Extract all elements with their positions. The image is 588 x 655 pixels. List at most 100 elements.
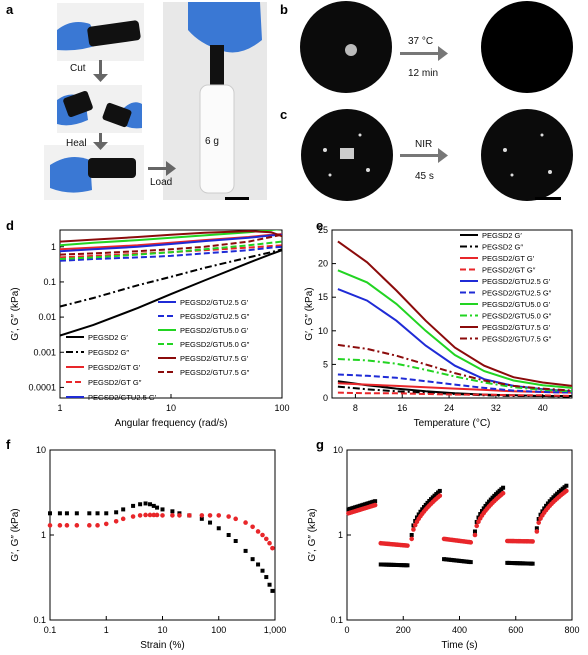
label-cut: Cut (70, 63, 86, 74)
data-point (154, 512, 160, 518)
data-point (250, 557, 255, 562)
series-line (337, 373, 572, 394)
data-point (103, 521, 109, 527)
data-point (409, 533, 414, 537)
data-point (130, 514, 136, 519)
plot-frame (331, 229, 573, 399)
data-point (216, 513, 222, 518)
label-weight: 6 g (205, 136, 219, 147)
x-tick-label: 200 (396, 625, 411, 635)
y-tick-label: 1 (41, 530, 46, 540)
data-point (420, 507, 425, 512)
x-tick-label: 0.1 (44, 625, 57, 635)
label-nir: NIR (415, 139, 433, 150)
series-line (60, 248, 282, 308)
legend-label: PEGSD2 G′ (88, 333, 128, 342)
data-point (483, 503, 488, 508)
panel-letter-d: d (6, 218, 14, 233)
data-point (530, 561, 535, 566)
data-point (155, 505, 160, 510)
series-line (337, 385, 572, 398)
data-point (255, 529, 261, 534)
data-point (143, 512, 148, 518)
series-line (337, 391, 572, 397)
data-point (170, 513, 175, 518)
data-point (500, 490, 506, 496)
series-line (337, 343, 572, 392)
x-tick-label: 1 (57, 403, 62, 413)
hydrogel-strip-icon (210, 45, 224, 85)
data-point (530, 539, 535, 544)
panel-a-photos: Cut Heal Load 6 g (0, 0, 270, 210)
y-axis-label: G′, G″ (kPa) (304, 287, 315, 340)
arrow-icon (438, 46, 448, 61)
data-point (199, 513, 205, 518)
legend-label: PEGSD2/GTU5.0 G″ (180, 340, 250, 349)
data-point (534, 529, 540, 534)
data-point (147, 512, 153, 518)
data-point (263, 536, 269, 542)
series-line (337, 269, 572, 389)
data-point (64, 511, 69, 516)
data-point (57, 511, 62, 516)
y-tick-label: 0.001 (33, 347, 56, 357)
x-tick-label: 400 (452, 625, 467, 635)
data-point (57, 523, 63, 528)
hydrogel-cut-icon (87, 20, 141, 47)
x-tick-label: 8 (353, 403, 358, 413)
data-point (95, 523, 100, 528)
hydrogel-piece-icon (63, 91, 93, 117)
hydrogel-healed-icon (88, 158, 136, 178)
data-point (468, 560, 473, 565)
data-point (542, 506, 547, 511)
legend-label: PEGSD2/GTU7.5 G″ (482, 335, 552, 344)
x-axis-label: Strain (%) (140, 640, 184, 651)
y-tick-label: 25 (318, 225, 328, 235)
y-axis-label: G′, G″ (kPa) (10, 287, 21, 340)
y-tick-label: 0.1 (33, 615, 46, 625)
data-point (485, 501, 490, 506)
data-point (437, 488, 442, 493)
glove-icon (50, 156, 92, 193)
data-point (418, 509, 423, 514)
x-tick-label: 0 (344, 625, 349, 635)
data-point (416, 512, 421, 517)
data-point (243, 548, 248, 553)
data-point (74, 523, 80, 528)
data-point (372, 502, 378, 508)
data-point (208, 520, 213, 525)
data-point (160, 513, 165, 518)
label-temp: 37 °C (408, 36, 434, 47)
data-point (148, 502, 153, 507)
x-tick-label: 10 (157, 625, 167, 635)
legend-label: PEGSD2/GTU7.5 G″ (180, 368, 250, 377)
scale-bar-c (535, 197, 561, 200)
panel-a-svg (44, 2, 267, 200)
data-point (564, 483, 569, 488)
data-point (151, 512, 157, 518)
data-point (199, 516, 204, 521)
series-line (60, 249, 282, 337)
data-point (87, 523, 92, 528)
y-axis-label: G′, G″ (kPa) (307, 508, 318, 561)
data-point (412, 522, 418, 528)
glove-icon (188, 2, 262, 53)
data-point (411, 527, 416, 532)
data-point (170, 509, 175, 514)
data-point (216, 526, 221, 531)
data-point (487, 499, 492, 504)
legend-label: PEGSD2/GTU2.5 G′ (180, 298, 249, 307)
x-axis-label: Time (s) (441, 640, 477, 651)
data-point (270, 588, 275, 593)
data-point (405, 543, 410, 548)
data-point (226, 533, 231, 537)
y-tick-label: 10 (318, 326, 328, 336)
y-tick-label: 1 (338, 530, 343, 540)
data-point (48, 511, 52, 516)
legend-label: PEGSD2/GTU5.0 G′ (180, 326, 249, 335)
series-line (60, 230, 282, 247)
data-point (480, 509, 484, 514)
panel-bc-svg (300, 1, 573, 201)
data-point (267, 540, 272, 546)
data-point (270, 545, 275, 551)
